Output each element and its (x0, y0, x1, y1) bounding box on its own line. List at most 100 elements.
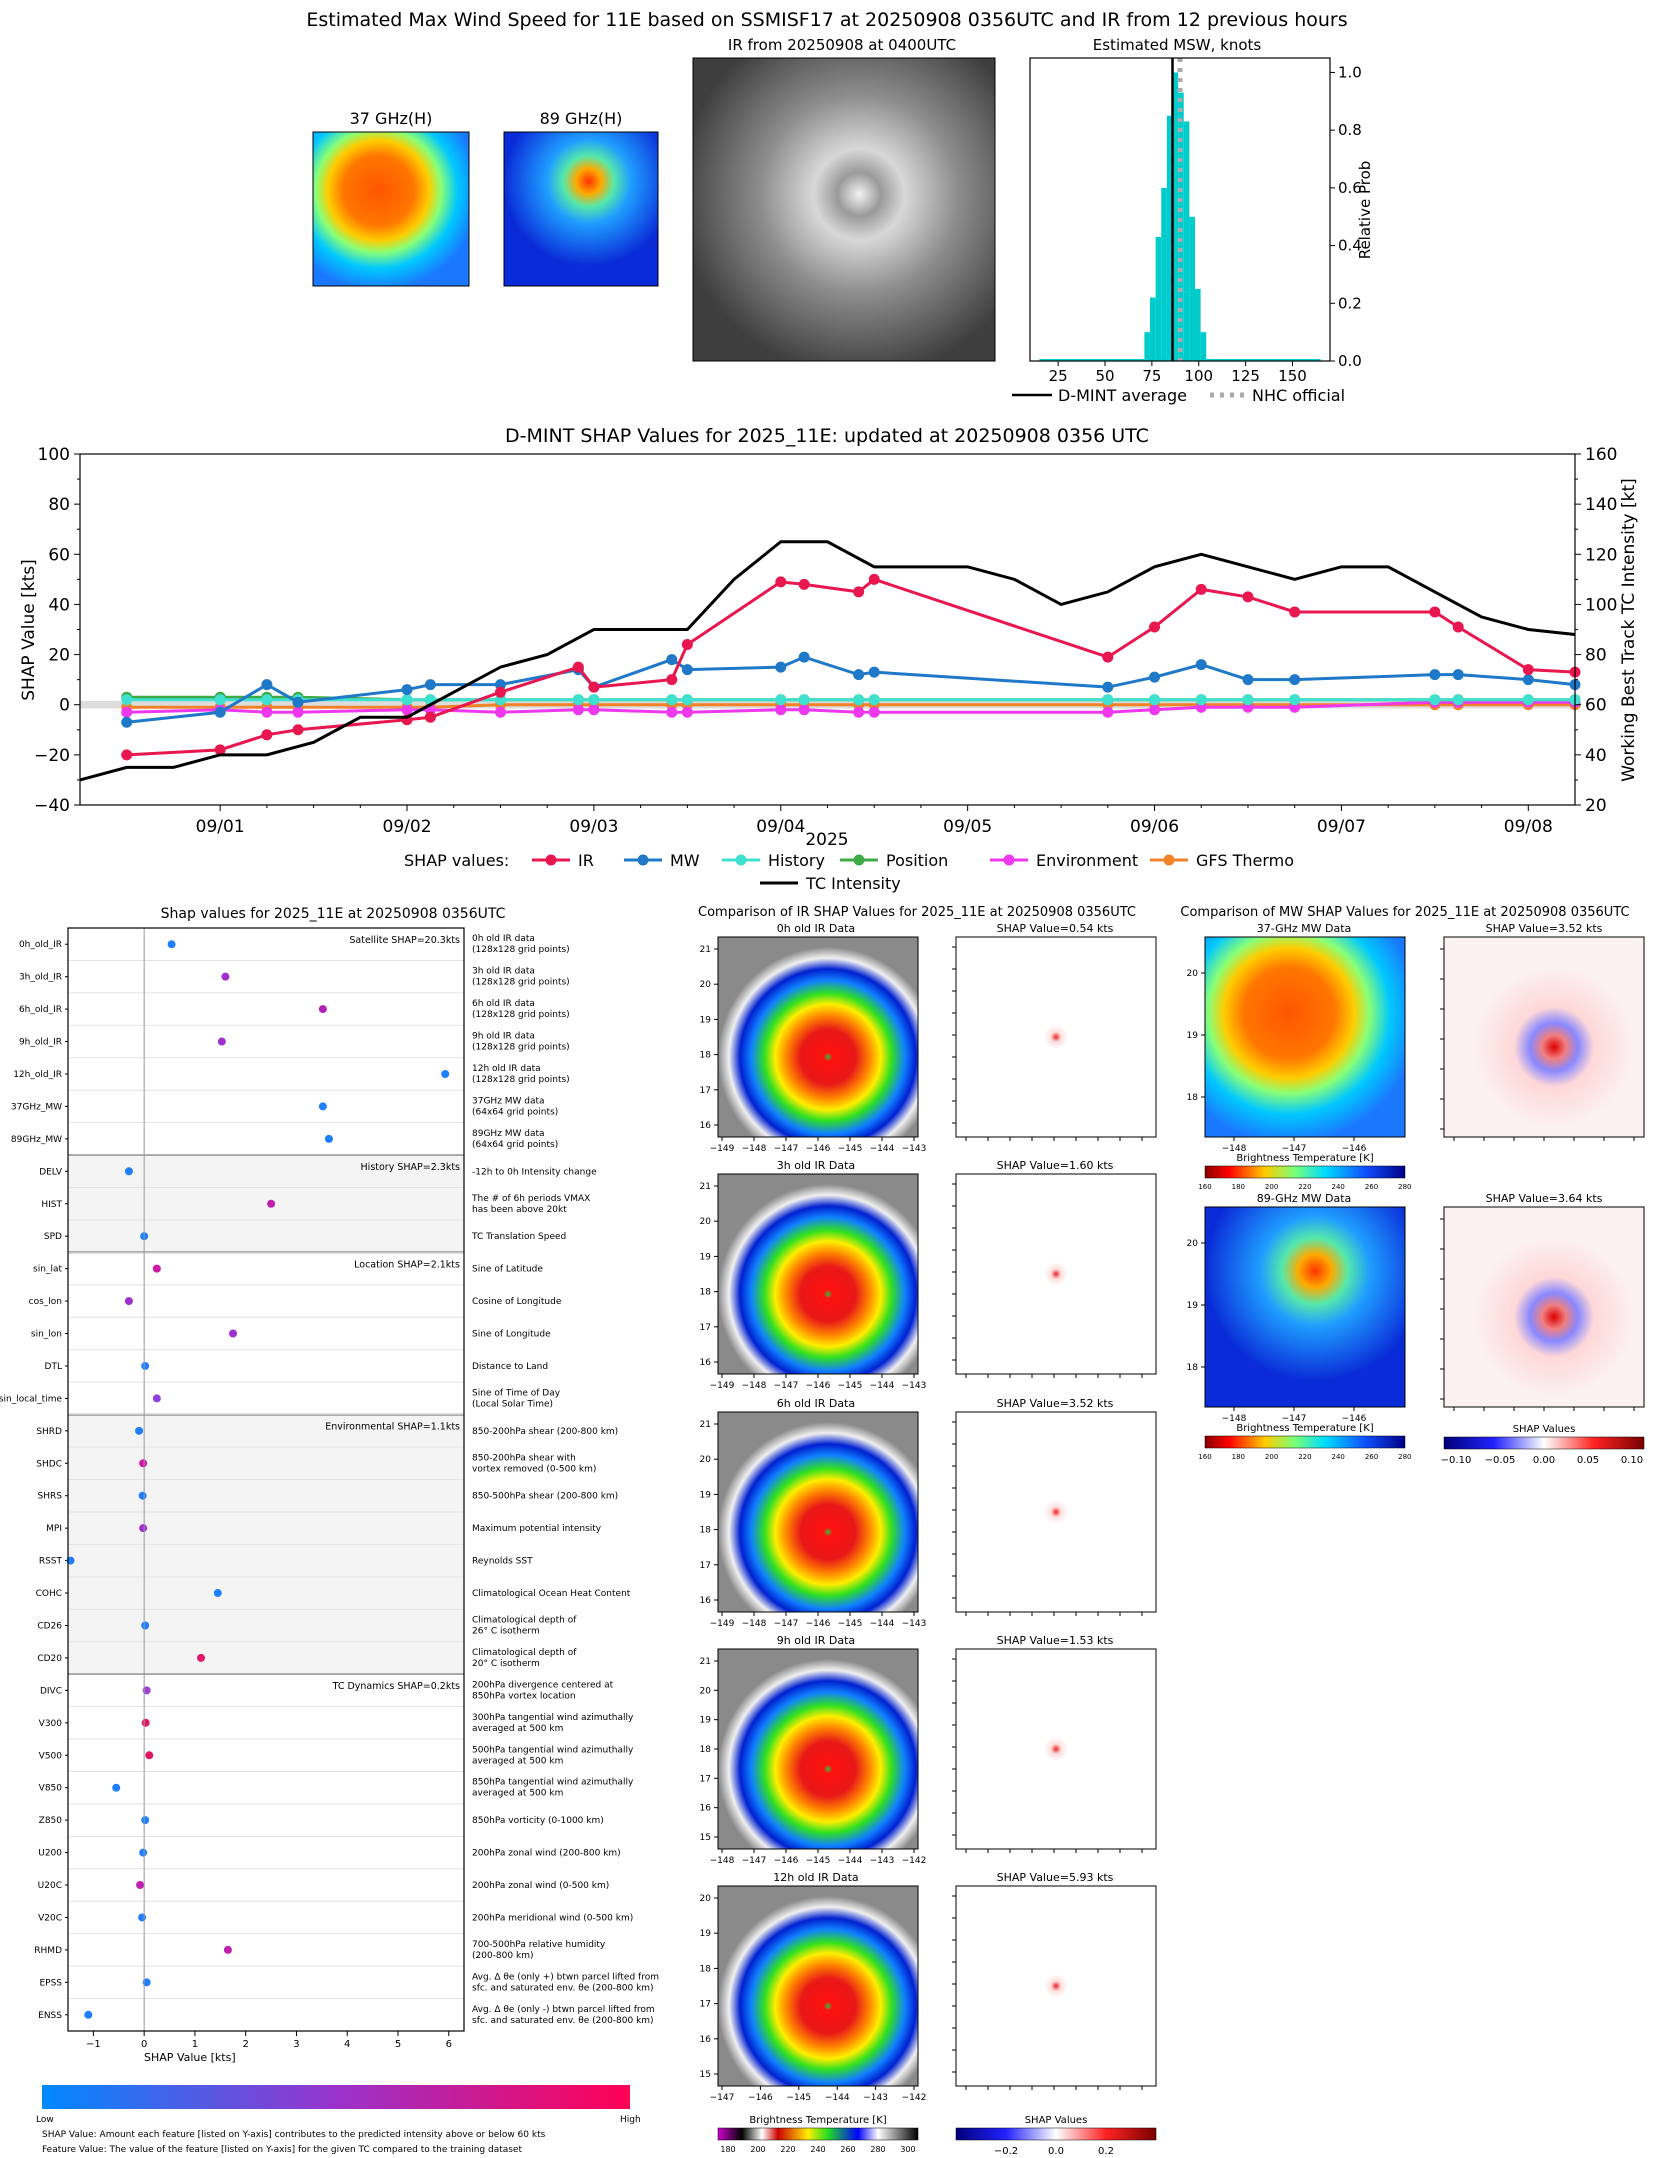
series-point (424, 679, 436, 691)
series-point (853, 586, 865, 598)
ts-ytick-label: 0 (59, 696, 70, 716)
legend-label-intensity: TC Intensity (805, 874, 901, 893)
series-point (1242, 591, 1254, 603)
ts-y2tick-label: 20 (1585, 796, 1607, 816)
ir-xtick-label: −145 (838, 1619, 863, 1629)
feature-desc: 20° C isotherm (472, 1659, 540, 1669)
feature-name: V20C (38, 1913, 62, 1923)
ir-ytick-label: 20 (700, 980, 712, 990)
ir-xtick-label: −149 (710, 1144, 735, 1154)
series-point (1149, 671, 1161, 683)
series-point (1429, 694, 1441, 706)
ts-xlabel: 2025 (805, 830, 848, 850)
feature-shap-dot (318, 1005, 327, 1014)
ir-shap-tick-label: 0.0 (1048, 2146, 1064, 2157)
series-point (1289, 701, 1301, 713)
series-point (798, 651, 810, 663)
series-point (588, 704, 600, 716)
mw-bt-tick-label: 240 (1332, 1453, 1345, 1461)
series-point (1289, 674, 1301, 686)
shap-feature-chart: Satellite SHAP=20.3kts 0h_old_IR 0h old IR… (0, 927, 659, 2064)
mw-ytick-label: 20 (1187, 969, 1199, 979)
dot-xtick-label: −1 (86, 2039, 101, 2050)
feature-name: U20C (38, 1881, 62, 1891)
ir-panel-title: 12h old IR Data (773, 1871, 858, 1884)
legend-marker (853, 854, 865, 866)
feature-name: SPD (44, 1232, 62, 1242)
ir-shap-title: SHAP Value=3.52 kts (997, 1397, 1114, 1410)
mw-shap-tick-label: 0.05 (1577, 1455, 1599, 1466)
series-point (1195, 694, 1207, 706)
hist-bar (1161, 187, 1167, 361)
feature-shap-dot (221, 972, 230, 981)
series-line-ir (126, 577, 1576, 757)
legend-marker (545, 854, 557, 866)
ir-xtick-label: −146 (806, 1619, 831, 1629)
mw-bt-tick-label: 260 (1365, 1183, 1378, 1191)
hist-xtick-label: 25 (1049, 367, 1068, 385)
mw-ytick-label: 18 (1187, 1363, 1199, 1373)
ir-xtick-label: −145 (806, 1856, 831, 1866)
feature-desc: (Local Solar Time) (472, 1399, 553, 1409)
series-point (214, 744, 226, 756)
mw-bt-tick-label: 240 (1332, 1183, 1345, 1191)
feature-name: COHC (36, 1589, 62, 1599)
ir-panel-title: 6h old IR Data (777, 1397, 855, 1410)
ir-ytick-label: 16 (700, 1596, 712, 1606)
ir-ytick-label: 17 (700, 1323, 711, 1333)
series-point (1242, 674, 1254, 686)
feature-shap-dot (141, 1816, 150, 1825)
feature-name: 3h_old_IR (19, 973, 62, 983)
feature-shap-dot (139, 1848, 148, 1857)
series-point (681, 706, 693, 718)
feature-desc: 200hPa meridional wind (0-500 km) (472, 1913, 633, 1923)
ir-ytick-label: 21 (700, 1182, 711, 1192)
dot-xtick-label: 0 (141, 2039, 147, 2050)
ts-y2tick-label: 160 (1585, 445, 1617, 465)
ir-ytick-label: 16 (700, 1358, 712, 1368)
ir-ytick-label: 17 (700, 1774, 711, 1784)
ir-shap-colorbar (955, 2127, 1157, 2141)
ir-xtick-label: −145 (838, 1381, 863, 1391)
series-point (666, 654, 678, 666)
series-point (1102, 681, 1114, 693)
feature-desc: 850-500hPa shear (200-800 km) (472, 1492, 618, 1502)
feature-desc: averaged at 500 km (472, 1789, 563, 1799)
feature-desc: Sine of Time of Day (472, 1388, 561, 1398)
feature-desc: (64x64 grid points) (472, 1140, 558, 1150)
ir-xtick-label: −147 (774, 1144, 799, 1154)
ts-ytick-label: −20 (34, 746, 70, 766)
ir-panel-title: 9h old IR Data (777, 1634, 855, 1647)
series-point (798, 694, 810, 706)
ts-xtick-label: 09/06 (1130, 817, 1179, 837)
ts-xtick-label: 09/02 (383, 817, 432, 837)
feature-name: 12h_old_IR (13, 1070, 62, 1080)
ts-ytick-label: 20 (48, 646, 70, 666)
ir-compare-panels: 0h old IR Data 21 20 19 18 17 16 −149 −148 −147 −1… (700, 922, 1157, 2103)
feature-name: Z850 (39, 1816, 63, 1826)
mw-xtick-label: −147 (1282, 1144, 1307, 1154)
series-point (1149, 704, 1161, 716)
ir-xtick-label: −143 (870, 1856, 895, 1866)
hist-xtick-label: 125 (1231, 367, 1260, 385)
mw-ytick-label: 19 (1187, 1301, 1199, 1311)
feature-name: sin_local_time (0, 1394, 62, 1404)
hist-ytick-label: 1.0 (1338, 63, 1362, 81)
ir-shap-tick-label: −0.2 (994, 2146, 1018, 2157)
ir-xtick-label: −147 (710, 2093, 735, 2103)
mw-shap-tick-label: 0.00 (1533, 1455, 1555, 1466)
series-point (1452, 621, 1464, 633)
hist-ytick-label: 0.8 (1338, 121, 1362, 139)
feature-desc: 26° C isotherm (472, 1626, 540, 1636)
series-point (1242, 701, 1254, 713)
ts-y2tick-label: 80 (1585, 646, 1607, 666)
ts-title: D-MINT SHAP Values for 2025_11E: updated… (505, 425, 1149, 447)
hist-bar (1189, 216, 1195, 361)
legend-label: GFS Thermo (1196, 851, 1294, 870)
feature-name: CD20 (37, 1654, 62, 1664)
feature-name: CD26 (37, 1621, 62, 1631)
ts-y2tick-label: 140 (1585, 495, 1617, 515)
feature-shap-dot (141, 1621, 150, 1630)
series-point (121, 716, 133, 728)
series-point (666, 694, 678, 706)
